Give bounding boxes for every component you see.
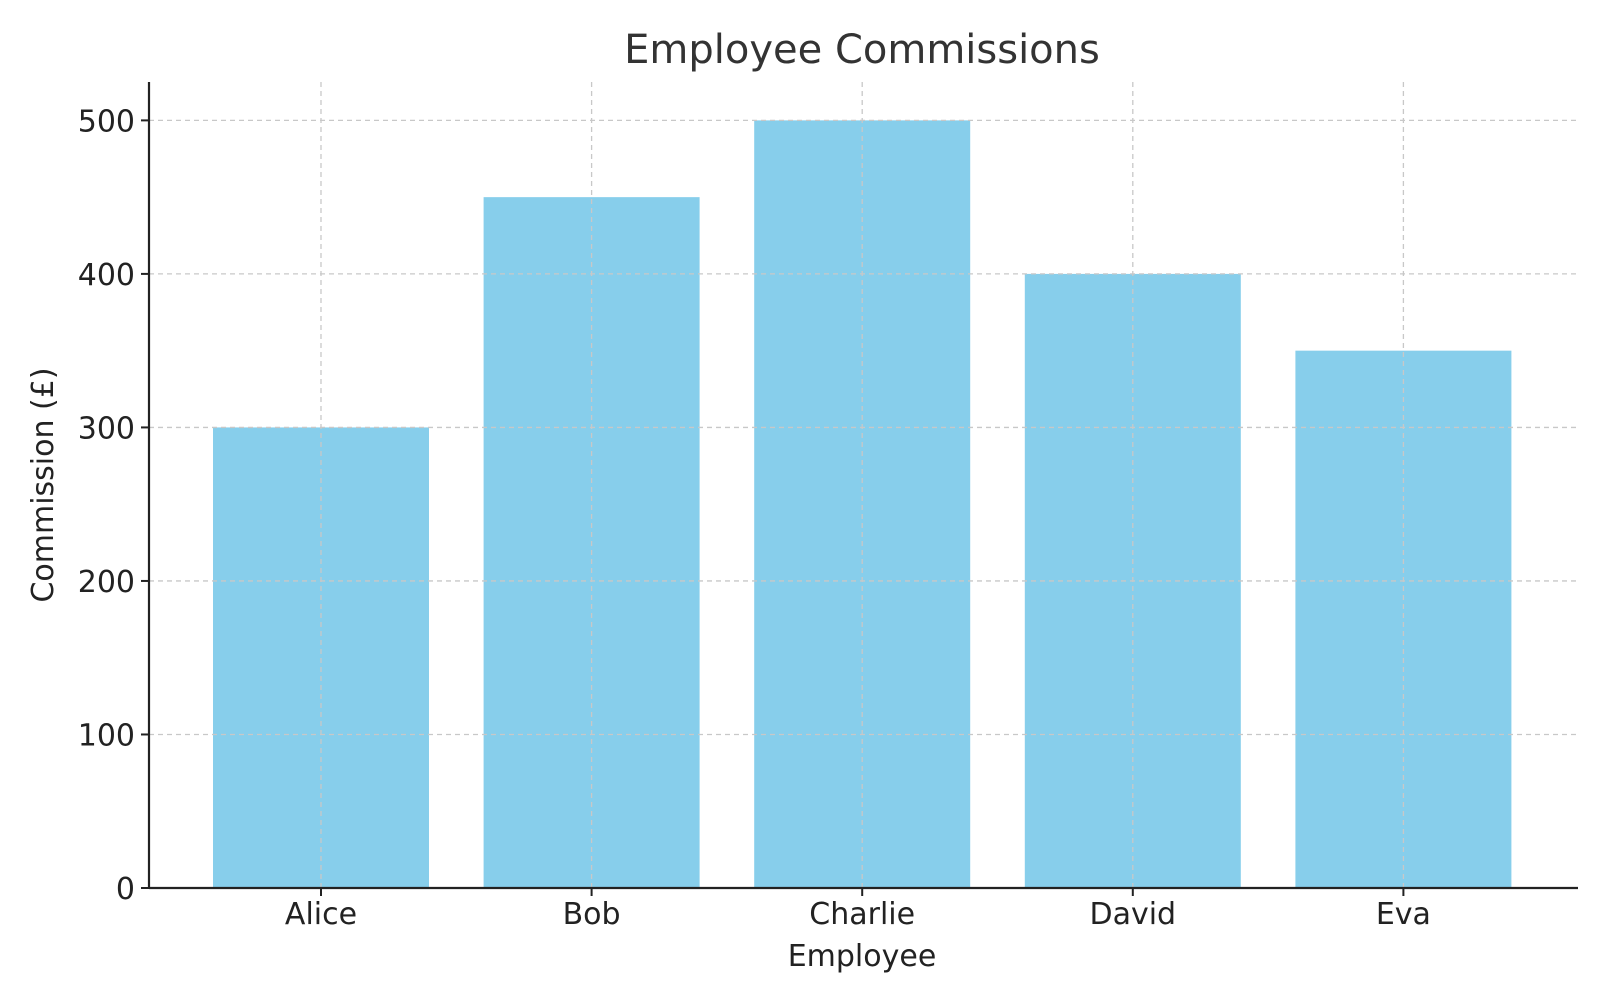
y-tick-label: 300	[78, 411, 135, 446]
y-tick-label: 400	[78, 258, 135, 293]
x-axis-label: Employee	[788, 939, 937, 974]
y-tick-label: 100	[78, 718, 135, 753]
bar-eva	[1295, 350, 1512, 889]
axes	[141, 82, 1578, 896]
tick-labels: 0 100 200 300 400 500 Alice Bob Charlie David Eva	[78, 104, 1431, 932]
x-tick-label: Alice	[285, 897, 357, 932]
x-tick-label: Bob	[563, 897, 621, 932]
grid-lines	[149, 82, 1578, 888]
y-tick-label: 500	[78, 104, 135, 139]
y-tick-label: 0	[116, 872, 135, 907]
chart-title: Employee Commissions	[624, 27, 1100, 73]
y-axis-label: Commission (£)	[26, 367, 61, 602]
x-tick-label: David	[1089, 897, 1176, 932]
x-tick-label: Eva	[1376, 897, 1431, 932]
y-tick-label: 200	[78, 565, 135, 600]
x-tick-label: Charlie	[809, 897, 915, 932]
